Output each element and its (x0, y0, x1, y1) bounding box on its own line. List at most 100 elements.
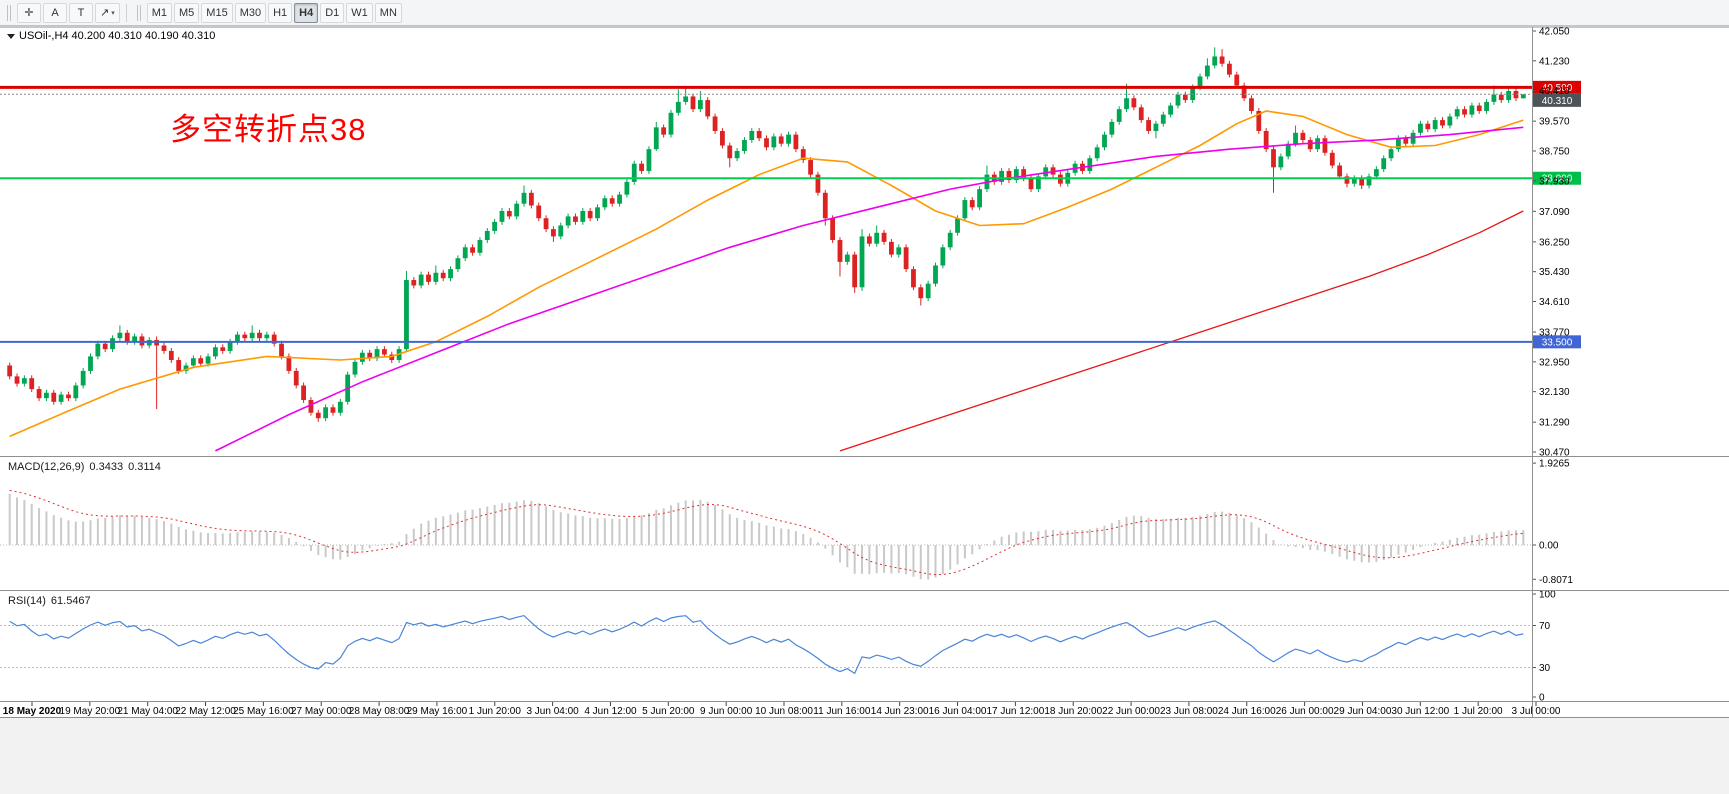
svg-text:9 Jun 00:00: 9 Jun 00:00 (700, 706, 753, 717)
crosshair-icon[interactable]: ✛ (17, 2, 41, 23)
svg-text:36.250: 36.250 (1539, 237, 1570, 248)
rsi-panel: 100 70 30 0 (0, 590, 1556, 704)
svg-text:16 Jun 04:00: 16 Jun 04:00 (929, 706, 987, 717)
macd-name: MACD(12,26,9) (8, 461, 85, 473)
svg-text:40.500: 40.500 (1542, 83, 1573, 94)
price-axis: 42.050 41.230 40.410 39.570 38.750 37.930 37.0… (1532, 27, 1570, 459)
chart-window (0, 26, 1729, 718)
svg-text:34.610: 34.610 (1539, 297, 1570, 308)
price-badge-38.000 (1533, 171, 1581, 185)
timeframe-buttons: M1 M5 M15 M30 H1 H4 D1 W1 MN (146, 2, 403, 23)
ma-mid-magenta (215, 126, 1524, 452)
price-badge-33.500 (1533, 335, 1581, 349)
svg-text:28 May 08:00: 28 May 08:00 (349, 706, 410, 717)
macd-value: 0.3433 (89, 461, 124, 473)
svg-text:32.950: 32.950 (1539, 357, 1570, 368)
toolbar: ✛ A T ↗ ▾ M1 M5 M15 M30 H1 H4 D1 W1 MN (0, 0, 1729, 26)
panel-frames (0, 26, 1729, 718)
svg-text:0: 0 (1539, 693, 1545, 704)
svg-text:3 Jul 00:00: 3 Jul 00:00 (1512, 706, 1561, 717)
svg-text:22 May 12:00: 22 May 12:00 (175, 706, 236, 717)
svg-text:5 Jun 20:00: 5 Jun 20:00 (642, 706, 695, 717)
macd-panel: 1.9265 0.00 -0.8071 (0, 459, 1573, 586)
price-badge-40.310 (1533, 93, 1581, 107)
price-chart-canvas[interactable]: 40.500 40.310 38.000 33.500 42.050 41.230 40.4… (0, 0, 1729, 720)
timeframe-button-m5[interactable]: M5 (174, 2, 200, 23)
ma-fast-orange (9, 110, 1524, 438)
svg-text:32.130: 32.130 (1539, 387, 1570, 398)
svg-text:-0.8071: -0.8071 (1539, 575, 1573, 586)
svg-text:29 Jun 04:00: 29 Jun 04:00 (1334, 706, 1392, 717)
rsi-label: RSI(14) 61.5467 (8, 595, 91, 607)
tool-buttons: ✛ A T ↗ ▾ (16, 2, 121, 23)
svg-text:33.770: 33.770 (1539, 328, 1570, 339)
chart-annotation-text: 多空转折点38 (170, 112, 367, 147)
svg-text:30: 30 (1539, 663, 1551, 674)
svg-text:25 May 16:00: 25 May 16:00 (233, 706, 294, 717)
svg-text:35.430: 35.430 (1539, 267, 1570, 278)
svg-text:1 Jul 20:00: 1 Jul 20:00 (1454, 706, 1503, 717)
svg-text:70: 70 (1539, 621, 1551, 632)
macd-label: MACD(12,26,9) 0.3433 0.3114 (8, 461, 161, 473)
svg-text:10 Jun 08:00: 10 Jun 08:00 (755, 706, 813, 717)
toolbar-grip[interactable] (7, 4, 11, 21)
timeframe-button-mn[interactable]: MN (374, 2, 402, 23)
svg-text:42.050: 42.050 (1539, 27, 1570, 38)
rsi-value: 61.5467 (50, 595, 91, 607)
svg-text:27 May 00:00: 27 May 00:00 (291, 706, 352, 717)
svg-text:1.9265: 1.9265 (1539, 459, 1570, 470)
svg-text:29 May 16:00: 29 May 16:00 (407, 706, 468, 717)
svg-text:0.00: 0.00 (1539, 541, 1559, 552)
svg-text:33.500: 33.500 (1542, 337, 1573, 348)
chart-title-text: USOil-,H4 40.200 40.310 40.190 40.310 (19, 30, 216, 42)
svg-text:17 Jun 12:00: 17 Jun 12:00 (986, 706, 1044, 717)
svg-text:40.410: 40.410 (1539, 86, 1570, 97)
svg-text:4 Jun 12:00: 4 Jun 12:00 (584, 706, 637, 717)
timeframe-button-w1[interactable]: W1 (346, 2, 373, 23)
svg-text:30 Jun 12:00: 30 Jun 12:00 (1391, 706, 1449, 717)
svg-text:18 Jun 20:00: 18 Jun 20:00 (1044, 706, 1102, 717)
timeframe-button-d1[interactable]: D1 (320, 2, 345, 23)
timeframe-button-m30[interactable]: M30 (234, 2, 267, 23)
toolbar-separator (125, 3, 127, 22)
chart-title: USOil-,H4 40.200 40.310 40.190 40.310 (7, 30, 215, 42)
text-label-tool[interactable]: A (43, 2, 67, 23)
toolbar-grip-2[interactable] (136, 4, 141, 21)
chevron-down-icon: ▾ (111, 9, 115, 17)
svg-text:100: 100 (1539, 590, 1556, 601)
svg-text:37.930: 37.930 (1539, 176, 1570, 187)
rsi-name: RSI(14) (8, 595, 46, 607)
svg-text:24 Jun 16:00: 24 Jun 16:00 (1218, 706, 1276, 717)
svg-text:14 Jun 23:00: 14 Jun 23:00 (871, 706, 929, 717)
svg-text:11 Jun 16:00: 11 Jun 16:00 (813, 706, 871, 717)
timeframe-button-m15[interactable]: M15 (201, 2, 233, 23)
timeframe-button-h4[interactable]: H4 (294, 2, 319, 23)
svg-text:23 Jun 08:00: 23 Jun 08:00 (1160, 706, 1218, 717)
svg-text:1 Jun 20:00: 1 Jun 20:00 (469, 706, 522, 717)
shapes-tool[interactable]: ↗ ▾ (95, 2, 120, 23)
timeframe-button-h1[interactable]: H1 (268, 2, 293, 23)
svg-text:26 Jun 00:00: 26 Jun 00:00 (1276, 706, 1334, 717)
timeframe-button-m1[interactable]: M1 (146, 2, 173, 23)
price-badge-40.500 (1533, 80, 1581, 94)
macd-signal-value: 0.3114 (128, 461, 161, 473)
svg-text:22 Jun 00:00: 22 Jun 00:00 (1102, 706, 1160, 717)
svg-text:31.290: 31.290 (1539, 418, 1570, 429)
moving-averages-layer (9, 110, 1524, 452)
text-frame-tool[interactable]: T (69, 2, 93, 23)
svg-text:38.750: 38.750 (1539, 146, 1570, 157)
svg-text:38.000: 38.000 (1542, 174, 1573, 185)
macd-signal-line (9, 489, 1524, 576)
rsi-line (9, 614, 1524, 675)
svg-text:41.230: 41.230 (1539, 56, 1570, 67)
svg-text:21 May 04:00: 21 May 04:00 (117, 706, 178, 717)
symbol-dropdown-icon[interactable] (7, 33, 15, 39)
svg-text:40.310: 40.310 (1542, 96, 1573, 107)
level-lines-layer: 40.500 40.310 38.000 33.500 (0, 80, 1581, 349)
svg-text:37.090: 37.090 (1539, 207, 1570, 218)
ma-slow-red (839, 210, 1524, 452)
svg-text:39.570: 39.570 (1539, 117, 1570, 128)
svg-text:18 May 2020: 18 May 2020 (3, 706, 62, 717)
svg-text:3 Jun 04:00: 3 Jun 04:00 (526, 706, 579, 717)
